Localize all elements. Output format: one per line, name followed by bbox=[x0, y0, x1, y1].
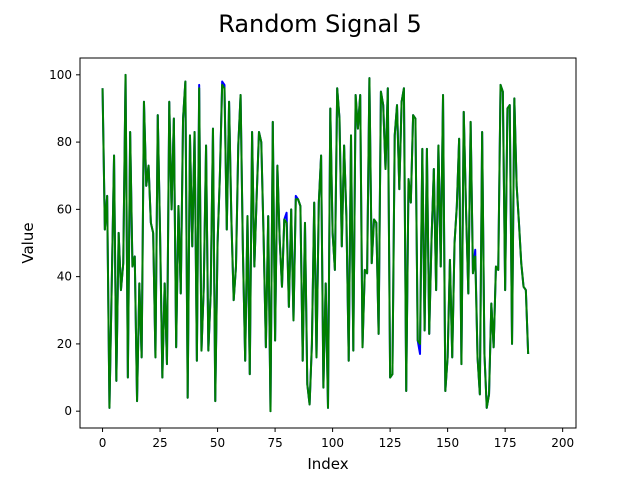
x-tick-label: 150 bbox=[436, 436, 459, 450]
chart-title: Random Signal 5 bbox=[218, 10, 422, 38]
x-tick-label: 200 bbox=[551, 436, 574, 450]
y-tick-label: 60 bbox=[57, 202, 72, 216]
x-tick-label: 125 bbox=[379, 436, 402, 450]
y-tick-label: 80 bbox=[57, 135, 72, 149]
plot-area bbox=[101, 73, 530, 413]
axes-frame bbox=[79, 57, 577, 429]
x-tick-label: 50 bbox=[210, 436, 225, 450]
y-tick-label: 20 bbox=[57, 337, 72, 351]
x-axis-ticks: 0 25 50 75 100 125 150 175 200 bbox=[99, 428, 574, 450]
x-tick-label: 75 bbox=[267, 436, 282, 450]
x-tick-label: 100 bbox=[321, 436, 344, 450]
x-axis-label: Index bbox=[307, 455, 348, 473]
y-tick-label: 40 bbox=[57, 270, 72, 284]
y-tick-label: 0 bbox=[64, 404, 72, 418]
x-tick-label: 0 bbox=[99, 436, 107, 450]
x-tick-label: 25 bbox=[152, 436, 167, 450]
series-line-2 bbox=[101, 73, 530, 413]
y-tick-label: 100 bbox=[49, 68, 72, 82]
y-axis-label: Value bbox=[19, 222, 37, 263]
y-axis-ticks: 0 20 40 60 80 100 bbox=[49, 68, 80, 418]
x-tick-label: 175 bbox=[494, 436, 517, 450]
